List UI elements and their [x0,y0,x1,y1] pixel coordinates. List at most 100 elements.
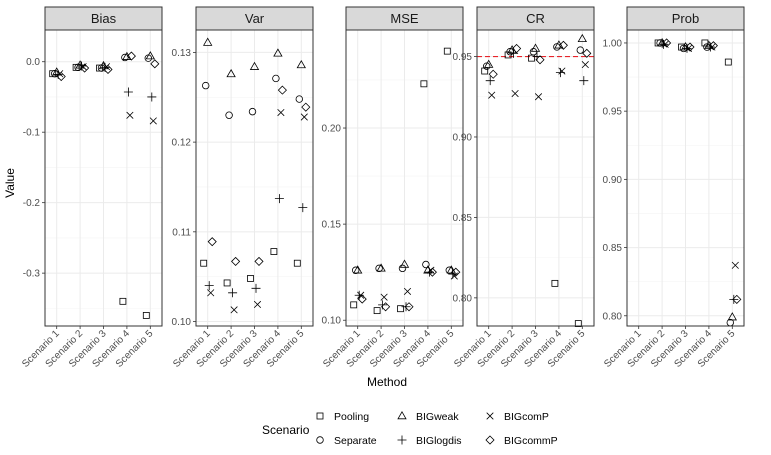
y-tick-label: 1.00 [603,38,623,49]
data-point-pooling [247,275,254,282]
data-point-bigcomp [300,113,308,121]
data-point-bigweak [507,45,517,54]
y-tick-label: 0.85 [453,213,473,224]
strip-title: Var [245,11,265,26]
strip-title: Prob [672,11,699,26]
data-point-bigcommp [732,294,742,304]
data-point-bigcommp [404,302,414,312]
data-point-bigcommp [357,294,367,304]
strip-background [345,6,464,31]
data-point-separate [248,107,257,116]
data-point-bigcommp [150,59,160,69]
data-point-bigcommp [708,41,718,51]
legend-entry-bigcommp: BIGcommP [485,435,558,447]
y-tick-label: 0.80 [453,293,473,304]
data-point-bigcomp [558,67,566,75]
data-point-bigweak [296,59,306,69]
strip-title: MSE [390,11,419,26]
data-point-biglogdis [147,92,157,102]
y-tick-label: 0.10 [322,316,342,327]
legend-title: Scenario [262,423,310,437]
data-point-bigcommp [56,71,66,82]
data-point-bigcommp [451,267,461,277]
legend-entry-biglogdis: BIGlogdis [397,435,462,447]
data-point-separate [576,46,584,54]
data-point-pooling [481,67,489,75]
y-tick-label: -0.2 [23,198,41,209]
data-point-pooling [551,279,559,287]
data-point-bigcomp [731,261,739,269]
y-tick-label: 0.80 [603,311,623,322]
legend-label: BIGlogdis [416,435,462,447]
data-point-biglogdis [509,48,519,58]
data-point-separate [225,111,233,119]
data-point-bigcomp [534,93,543,101]
data-point-separate [352,266,360,274]
data-point-bigcomp [207,289,215,297]
y-tick-label: 0.0 [26,57,40,68]
data-point-bigweak [226,68,236,78]
data-point-bigweak [353,265,363,274]
y-tick-label: 0.90 [453,132,473,143]
data-point-biglogdis [298,203,308,213]
data-point-bigcommp [231,256,241,266]
y-tick-label: 0.95 [453,52,473,63]
data-point-bigweak [52,67,62,76]
data-point-bigcomp [253,300,262,309]
data-point-bigweak [554,40,564,49]
data-point-bigcommp [582,48,592,58]
data-point-bigcommp [254,256,264,266]
data-point-bigcomp [126,111,134,119]
legend-label: BIGcommP [504,435,558,447]
y-tick-label: 0.10 [172,317,192,328]
legend-entry-bigcomp: BIGcomP [486,411,549,423]
data-point-bigcommp [301,102,311,112]
data-point-bigcommp [685,42,695,52]
data-point-pooling [200,259,208,267]
strip-title: Bias [91,11,117,26]
data-point-bigcommp [126,51,136,61]
legend-key-cross [486,412,494,420]
data-point-bigcomp [581,61,589,69]
data-point-bigcommp [103,64,113,75]
data-point-bigcommp [488,69,498,79]
data-point-bigcomp [380,293,388,301]
data-point-biglogdis [204,281,214,291]
y-tick-label: -0.1 [23,128,41,139]
data-point-bigweak [577,33,587,43]
legend-key-circle [316,436,324,444]
data-point-bigcommp [427,267,437,277]
data-point-biglogdis [579,76,589,86]
x-axis-title: Method [367,375,407,389]
legend-label: BIGweak [416,411,459,423]
y-tick-label: 0.11 [172,227,191,238]
data-point-bigweak [704,40,714,49]
y-tick-label: 0.90 [603,175,623,186]
strip-background [626,6,745,31]
data-point-pooling [223,279,231,287]
legend-key-square [316,412,324,420]
data-point-bigcomp [230,306,238,314]
y-tick-label: 0.15 [322,220,342,231]
data-point-bigweak [399,259,410,268]
data-point-bigcommp [80,63,90,73]
data-point-bigweak [680,42,691,51]
y-axis-title: Value [3,168,17,198]
legend-label: Pooling [334,411,369,423]
data-point-bigweak [273,48,283,57]
data-point-biglogdis [729,294,739,304]
data-point-pooling [119,297,127,305]
data-point-bigcommp [662,38,672,48]
data-point-bigcomp [277,108,285,117]
data-point-separate [553,43,561,51]
data-point-separate [483,62,491,70]
data-point-bigweak [145,51,155,60]
y-tick-label: 0.95 [603,107,623,118]
data-point-bigcomp [450,272,458,280]
data-point-biglogdis [123,87,133,97]
data-point-bigweak [249,61,260,70]
data-point-separate [375,264,383,273]
